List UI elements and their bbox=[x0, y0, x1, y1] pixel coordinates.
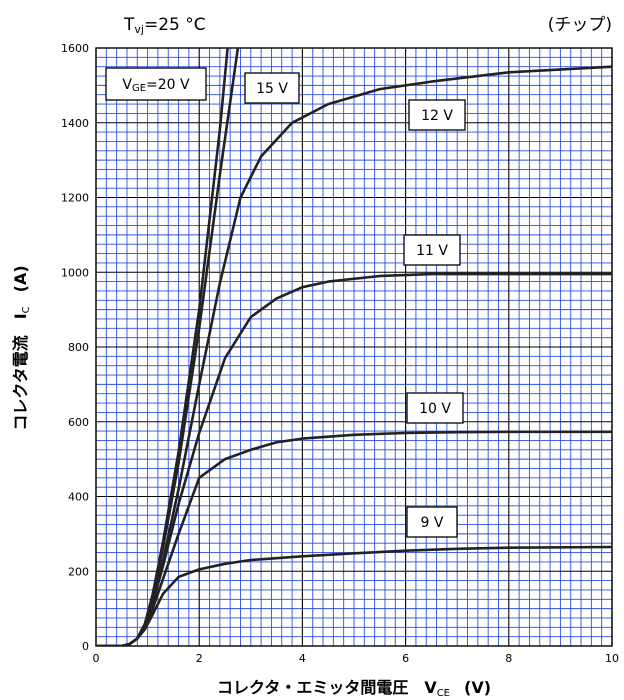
chart-title: Tvj=25 °C bbox=[123, 15, 206, 36]
series-label: 9 V bbox=[421, 515, 444, 531]
series-label-box bbox=[105, 67, 207, 101]
series-label: 11 V bbox=[416, 243, 448, 259]
x-tick-label: 4 bbox=[299, 652, 306, 665]
x-tick-label: 0 bbox=[93, 652, 100, 665]
series-label-box bbox=[406, 392, 464, 424]
y-tick-label: 200 bbox=[68, 565, 89, 578]
y-tick-label: 0 bbox=[82, 640, 89, 653]
series-label-box bbox=[408, 99, 466, 131]
y-tick-label: 1200 bbox=[61, 192, 89, 205]
curves bbox=[96, 48, 612, 646]
tick-labels: 0 2 4 6 8 10 0 200 400 600 800 1000 1200 1400 1600 bbox=[61, 42, 619, 665]
series-label: 15 V bbox=[256, 81, 288, 97]
series-label: VGE=20 V bbox=[122, 77, 190, 94]
y-tick-label: 600 bbox=[68, 416, 89, 429]
series-label: 10 V bbox=[419, 401, 451, 417]
series-line-9-v bbox=[96, 545, 612, 646]
y-axis-label: コレクタ電流 IC(A) bbox=[11, 265, 32, 430]
x-tick-label: 8 bbox=[505, 652, 512, 665]
grid-major bbox=[95, 47, 613, 647]
x-tick-label: 6 bbox=[402, 652, 409, 665]
series-label-box bbox=[406, 506, 458, 538]
y-tick-label: 1400 bbox=[61, 117, 89, 130]
x-axis-label: コレクタ・エミッタ間電圧 VCE (V) bbox=[217, 678, 491, 699]
series-label-box bbox=[244, 72, 300, 104]
series-labels: VGE=20 V 15 V 12 V 11 V 10 V 9 V bbox=[105, 67, 466, 538]
chart-subtitle: (チップ) bbox=[548, 15, 612, 35]
y-tick-label: 1600 bbox=[61, 42, 89, 55]
series-label-box bbox=[403, 234, 461, 266]
series-label: 12 V bbox=[421, 108, 453, 124]
plot-frame bbox=[95, 47, 613, 647]
y-tick-label: 800 bbox=[68, 341, 89, 354]
x-tick-label: 10 bbox=[605, 652, 619, 665]
x-tick-label: 2 bbox=[196, 652, 203, 665]
y-tick-label: 400 bbox=[68, 491, 89, 504]
y-tick-label: 1000 bbox=[61, 266, 89, 279]
